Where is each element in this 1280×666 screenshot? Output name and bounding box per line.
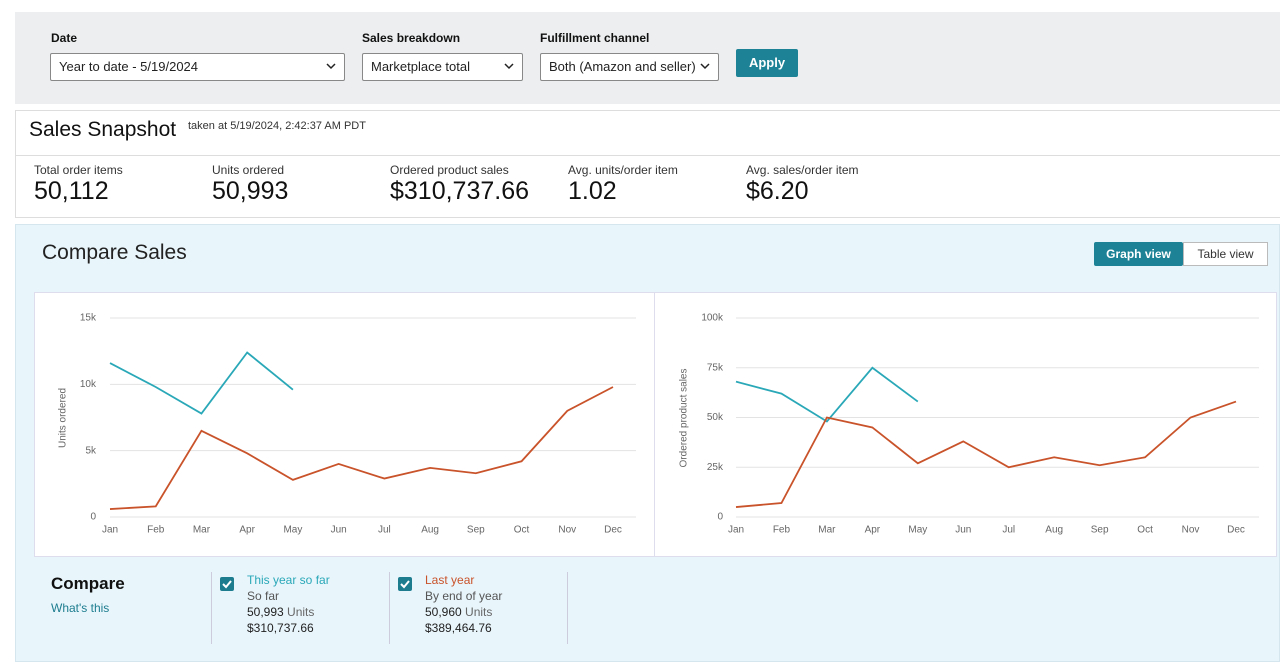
x-tick-label: Apr: [865, 525, 881, 536]
metric-label: Units ordered: [212, 163, 285, 177]
x-tick-label: Oct: [514, 525, 530, 536]
metric-value: 50,993: [212, 177, 289, 205]
y-tick-label: 25k: [707, 462, 724, 473]
apply-button[interactable]: Apply: [736, 49, 798, 77]
y-tick-label: 0: [90, 512, 96, 523]
snapshot-time: taken at 5/19/2024, 2:42:37 AM PDT: [188, 120, 366, 132]
x-tick-label: Feb: [147, 525, 165, 536]
checkbox[interactable]: [220, 577, 234, 591]
y-tick-label: 15k: [80, 313, 97, 324]
metric-label: Total order items: [34, 163, 123, 177]
x-tick-label: Sep: [1091, 525, 1109, 536]
x-tick-label: Sep: [467, 525, 485, 536]
snapshot-panel: [15, 110, 1280, 218]
series-line: [735, 366, 919, 423]
legend-sales: $310,737.66: [247, 621, 314, 635]
chart-box: [34, 292, 1277, 557]
x-tick-label: Jul: [378, 525, 391, 536]
y-axis-label: Ordered product sales: [679, 369, 690, 468]
x-tick-label: Apr: [239, 525, 255, 536]
series-line: [735, 400, 1237, 508]
chevron: [326, 63, 336, 70]
date-value: Year to date - 5/19/2024: [59, 59, 199, 74]
check-mark: [222, 580, 232, 589]
checkbox[interactable]: [398, 577, 412, 591]
series-line: [109, 386, 614, 510]
whats-this-link[interactable]: What's this: [51, 601, 110, 615]
y-axis-label: Units ordered: [58, 388, 69, 448]
compare-footer-title: Compare: [51, 574, 125, 593]
divider: [567, 572, 568, 644]
legend-sub: By end of year: [425, 589, 503, 603]
x-tick-label: Nov: [558, 525, 576, 536]
check-mark: [400, 580, 410, 589]
x-tick-label: Mar: [193, 525, 211, 536]
x-tick-label: Jul: [1002, 525, 1015, 536]
legend-sub: So far: [247, 589, 280, 603]
metric-value: $310,737.66: [390, 177, 530, 205]
legend-name: This year so far: [247, 573, 330, 587]
x-tick-label: May: [283, 525, 302, 536]
metric-value: $6.20: [746, 177, 809, 205]
legend-units: 50,960 Units: [425, 604, 492, 620]
chevron: [504, 63, 514, 70]
legend-name: Last year: [425, 573, 475, 587]
y-tick-label: 10k: [80, 379, 97, 390]
sales-chart: 0 25k 50k 75k 100k Jan Feb Mar Apr May Jun Jul Aug Se…: [679, 313, 1259, 536]
legend-units: 50,993 Units: [247, 604, 314, 620]
divider: [211, 572, 212, 644]
y-tick-label: 50k: [707, 412, 724, 423]
units-value: 50,993: [247, 605, 284, 619]
date-label: Date: [51, 31, 78, 45]
divider: [389, 572, 390, 644]
x-tick-label: Nov: [1182, 525, 1200, 536]
compare-title: Compare Sales: [42, 241, 187, 264]
units-word: Units: [465, 605, 493, 619]
graph-view-button[interactable]: Graph view: [1094, 242, 1183, 266]
y-tick-label: 100k: [701, 313, 724, 324]
x-tick-label: Jun: [955, 525, 971, 536]
divider: [654, 292, 655, 557]
x-tick-label: Feb: [773, 525, 791, 536]
y-tick-label: 0: [717, 512, 723, 523]
units-chart: 0 5k 10k 15k Jan Feb Mar Apr May Jun Jul Aug Sep Oct N…: [58, 313, 636, 536]
breakdown-value: Marketplace total: [371, 59, 470, 74]
x-tick-label: Aug: [1045, 525, 1063, 536]
channel-label: Fulfillment channel: [540, 31, 650, 45]
y-tick-label: 75k: [707, 362, 724, 373]
y-tick-label: 5k: [85, 445, 97, 456]
metric-value: 50,112: [34, 177, 109, 205]
metric-label: Ordered product sales: [390, 163, 509, 177]
chevron: [700, 63, 710, 70]
units-value: 50,960: [425, 605, 462, 619]
x-tick-label: Jan: [728, 525, 744, 536]
metric-label: Avg. units/order item: [568, 163, 678, 177]
table-view-button[interactable]: Table view: [1183, 242, 1268, 266]
breakdown-label: Sales breakdown: [362, 31, 461, 45]
channel-select[interactable]: Both (Amazon and seller): [540, 53, 719, 81]
x-tick-label: Jan: [102, 525, 118, 536]
metric-label: Avg. sales/order item: [746, 163, 859, 177]
units-word: Units: [287, 605, 315, 619]
metric-value: 1.02: [568, 177, 617, 205]
x-tick-label: Mar: [818, 525, 836, 536]
legend-sales: $389,464.76: [425, 621, 492, 635]
channel-value: Both (Amazon and seller): [549, 59, 696, 74]
x-tick-label: May: [908, 525, 927, 536]
series-line: [109, 351, 294, 415]
divider: [15, 155, 1280, 156]
x-tick-label: Oct: [1137, 525, 1153, 536]
x-tick-label: Dec: [604, 525, 622, 536]
x-tick-label: Aug: [421, 525, 439, 536]
breakdown-select[interactable]: Marketplace total: [362, 53, 523, 81]
x-tick-label: Jun: [331, 525, 347, 536]
snapshot-title: Sales Snapshot: [29, 118, 177, 141]
date-select[interactable]: Year to date - 5/19/2024: [50, 53, 345, 81]
x-tick-label: Dec: [1227, 525, 1245, 536]
